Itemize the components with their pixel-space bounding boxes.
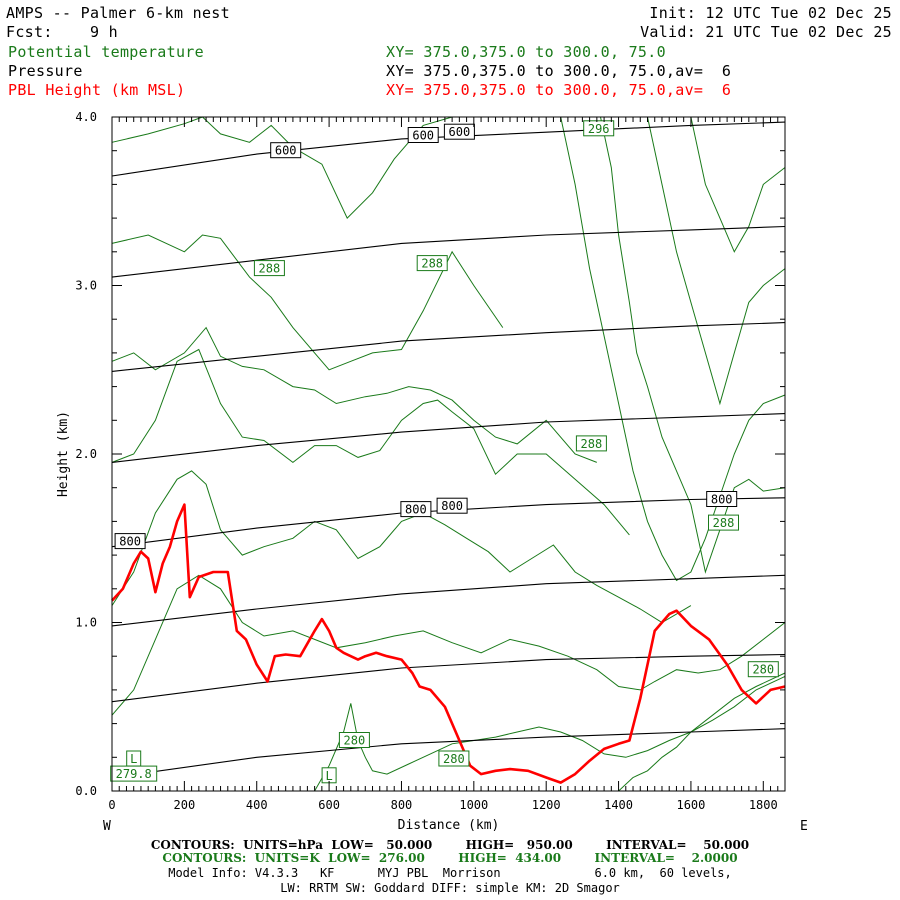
- plot-frame: [111, 116, 786, 792]
- svg-text:800: 800: [711, 493, 733, 507]
- theta-contour-line: [690, 116, 786, 253]
- y-tick-label: 0.0: [75, 784, 97, 798]
- x-tick-label: 0: [108, 798, 115, 812]
- svg-text:L: L: [325, 769, 332, 783]
- theta-contour-line: [111, 234, 504, 371]
- pressure-contour-line: [111, 653, 786, 703]
- xy-pressure: XY= 375.0,375.0 to 300.0, 75.0,av= 6: [386, 62, 732, 80]
- init-time: Init: 12 UTC Tue 02 Dec 25: [649, 4, 892, 22]
- x-tick-label: 400: [246, 798, 268, 812]
- forecast-hour: Fcst: 9 h: [6, 23, 118, 41]
- xy-theta: XY= 375.0,375.0 to 300.0, 75.0: [386, 43, 666, 61]
- legend-theta: Potential temperature: [8, 43, 204, 61]
- pressure-contour-label: 600: [270, 142, 302, 159]
- svg-text:288: 288: [581, 437, 603, 451]
- theta-contour-label: L: [321, 767, 337, 784]
- theta-contour-line: [111, 326, 597, 463]
- x-axis-title: Distance (km): [398, 818, 500, 833]
- pbl-height-line: [111, 503, 786, 784]
- theta-contour-label: 296: [583, 120, 615, 137]
- theta-contour-label: 288: [575, 435, 607, 452]
- pressure-contour-line: [111, 225, 786, 278]
- x-tick-label: 800: [391, 798, 413, 812]
- svg-text:600: 600: [449, 125, 471, 139]
- pressure-contour-line: [111, 728, 786, 779]
- pressure-contour-label: 800: [706, 491, 738, 507]
- svg-text:279.8: 279.8: [116, 767, 152, 781]
- x-tick-label: 1600: [676, 798, 705, 812]
- pressure-contour-label: 800: [400, 501, 432, 518]
- y-tick-label: 3.0: [75, 279, 97, 293]
- x-tick-label: 1000: [459, 798, 488, 812]
- svg-text:296: 296: [588, 122, 610, 136]
- theta-contour-label: 280: [338, 732, 370, 748]
- theta-contour-label: 279.8: [110, 765, 158, 782]
- svg-text:800: 800: [405, 503, 427, 517]
- theta-contour-line: [314, 675, 786, 792]
- pressure-contour-label: 600: [443, 123, 475, 140]
- svg-text:L: L: [130, 752, 137, 766]
- footer-pressure-contours: CONTOURS: UNITS=hPa LOW= 50.000 HIGH= 95…: [150, 838, 750, 852]
- svg-text:600: 600: [275, 144, 297, 158]
- x-tick-label: 1800: [749, 798, 778, 812]
- svg-text:288: 288: [421, 257, 443, 271]
- app-title: AMPS -- Palmer 6-km nest: [6, 4, 230, 22]
- theta-contour-label: 288: [253, 260, 285, 277]
- pressure-contour-label: 800: [436, 497, 468, 514]
- footer-physics: LW: RRTM SW: Goddard DIFF: simple KM: 2D…: [280, 881, 620, 895]
- theta-contour-label: L: [126, 750, 142, 767]
- svg-text:288: 288: [713, 516, 735, 530]
- x-tick-label: 1400: [604, 798, 633, 812]
- west-label: W: [103, 819, 111, 834]
- theta-contour-label: 288: [708, 514, 739, 531]
- y-tick-label: 4.0: [75, 110, 97, 124]
- svg-text:280: 280: [344, 734, 366, 748]
- theta-contour-label: 280: [747, 661, 779, 678]
- valid-time: Valid: 21 UTC Tue 02 Dec 25: [640, 23, 892, 41]
- footer-theta-contours: CONTOURS: UNITS=K LOW= 276.00 HIGH= 434.…: [162, 851, 738, 865]
- legend-pbl: PBL Height (km MSL): [8, 81, 186, 99]
- pressure-contour-line: [111, 322, 786, 372]
- theta-contour-line: [600, 116, 786, 574]
- pressure-contour-label: 600: [407, 127, 439, 143]
- x-tick-label: 1200: [532, 798, 561, 812]
- pressure-contour-line: [111, 413, 786, 463]
- theta-contour-line: [647, 116, 786, 406]
- theta-contour-line: [111, 574, 786, 716]
- theta-contour-line: [560, 116, 786, 582]
- svg-text:280: 280: [443, 752, 465, 766]
- xy-pbl: XY= 375.0,375.0 to 300.0, 75.0,av= 6: [386, 81, 732, 99]
- legend-pressure: Pressure: [8, 62, 83, 80]
- x-tick-label: 200: [174, 798, 196, 812]
- pressure-contour-label: 800: [114, 533, 146, 550]
- theta-contour-label: 288: [416, 255, 448, 272]
- y-axis-title: Height (km): [56, 411, 71, 497]
- svg-text:600: 600: [412, 129, 434, 143]
- y-tick-label: 1.0: [75, 616, 97, 630]
- footer-model-info: Model Info: V4.3.3 KF MYJ PBL Morrison 6…: [168, 866, 732, 880]
- svg-text:800: 800: [119, 535, 141, 549]
- east-label: E: [800, 819, 808, 834]
- y-tick-label: 2.0: [75, 447, 97, 461]
- x-tick-label: 600: [318, 798, 340, 812]
- theta-contour-line: [111, 348, 630, 536]
- svg-text:280: 280: [752, 663, 774, 677]
- svg-text:288: 288: [259, 262, 281, 276]
- svg-text:800: 800: [441, 499, 463, 513]
- theta-contour-line: [111, 470, 692, 624]
- theta-contour-label: 280: [438, 750, 470, 767]
